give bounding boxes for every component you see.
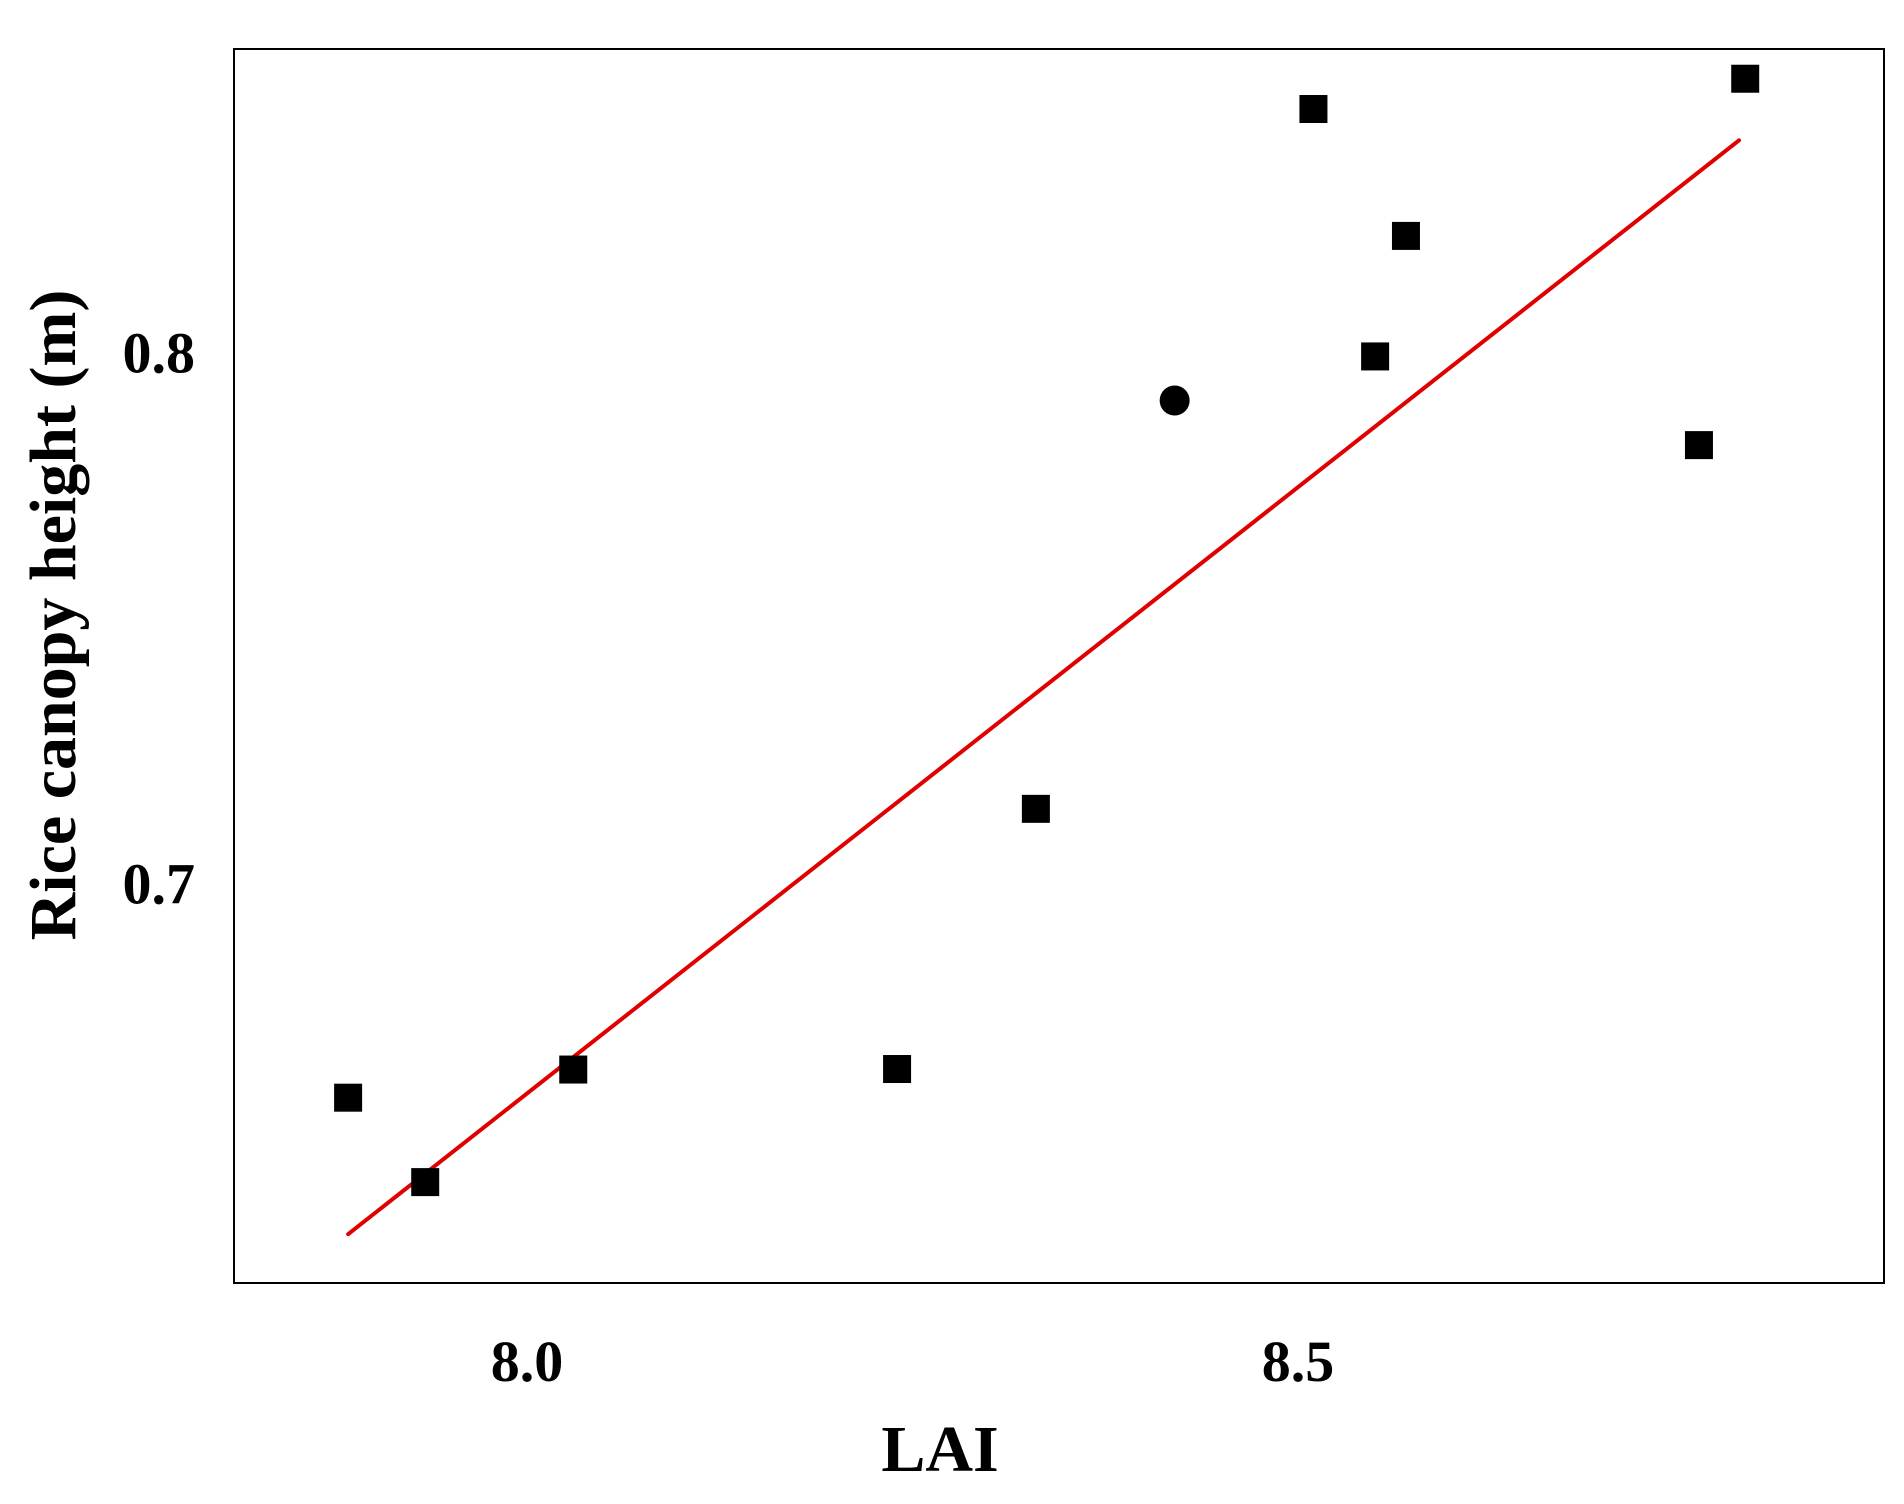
regression-line	[346, 138, 1742, 1237]
square-point	[1021, 794, 1050, 823]
square-point	[1361, 342, 1390, 371]
square-point	[1684, 431, 1713, 460]
square-point	[1299, 95, 1328, 124]
y-tick-labels: 0.7 0.8	[123, 321, 196, 917]
y-axis-label: Rice canopy height (m)	[17, 290, 90, 941]
x-tick-label: 8.5	[1262, 1329, 1335, 1394]
y-tick-label: 0.8	[123, 321, 196, 386]
square-point	[1731, 64, 1760, 93]
y-tick-label: 0.7	[123, 852, 196, 917]
circle-point	[1159, 385, 1190, 416]
square-point	[1391, 221, 1420, 250]
square-point	[559, 1055, 588, 1084]
square-point	[334, 1083, 363, 1112]
plot-frame	[233, 48, 1885, 1284]
square-point	[883, 1055, 912, 1084]
x-tick-label: 8.0	[491, 1329, 564, 1394]
x-tick-labels: 8.0 8.5	[491, 1329, 1335, 1394]
fit-line-layer	[346, 138, 1742, 1237]
x-axis-label: LAI	[881, 1413, 998, 1486]
square-point	[411, 1168, 440, 1197]
points-layer	[334, 64, 1760, 1197]
